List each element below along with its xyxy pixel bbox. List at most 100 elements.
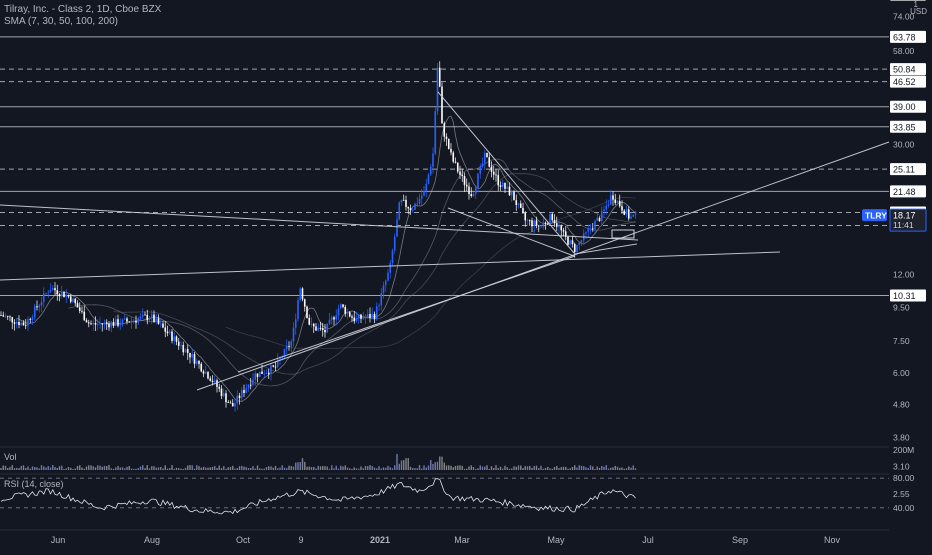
candle-body — [531, 220, 533, 226]
candle-body — [171, 332, 173, 341]
candle-body — [65, 295, 67, 297]
candle-body — [245, 388, 247, 393]
candle-body — [14, 322, 16, 323]
candle-body — [207, 372, 209, 378]
volume-bar — [405, 458, 406, 470]
candle-body — [272, 365, 274, 366]
volume-bar — [257, 466, 258, 470]
candle-body — [603, 209, 605, 211]
candle-body — [464, 176, 466, 185]
volume-bar — [97, 465, 98, 470]
candle-body — [389, 263, 391, 273]
candle-body — [594, 221, 596, 229]
candle-body — [362, 318, 364, 319]
volume-bar — [516, 467, 517, 470]
candle-body — [29, 319, 31, 320]
candle-body — [99, 324, 101, 325]
candle-body — [38, 305, 40, 307]
volume-bar — [329, 469, 330, 470]
candle-body — [77, 303, 79, 307]
volume-bar — [473, 467, 474, 470]
volume-bar — [212, 467, 213, 470]
volume-bar — [248, 468, 249, 470]
price-tick: 6.00 — [893, 368, 910, 378]
symbol-title: Tilray, Inc. - Class 2, 1D, Cboe BZX — [4, 4, 161, 15]
volume-bar — [570, 468, 571, 470]
volume-bar — [288, 466, 289, 470]
candle-body — [225, 393, 227, 402]
volume-bar — [603, 467, 604, 470]
candle-body — [101, 324, 103, 325]
volume-bar — [156, 468, 157, 470]
time-tick: Jul — [642, 535, 654, 545]
candle-body — [621, 206, 623, 210]
volume-bar — [482, 467, 483, 470]
volume-bar — [430, 460, 431, 470]
volume-bar — [232, 466, 233, 470]
candle-body — [610, 195, 612, 204]
volume-bar — [36, 467, 37, 470]
candle-body — [554, 220, 556, 223]
candle-body — [392, 250, 394, 262]
volume-bar — [390, 467, 391, 470]
candle-body — [203, 371, 205, 373]
volume-bar — [144, 468, 145, 470]
volume-bar — [239, 466, 240, 470]
volume-bar — [102, 467, 103, 470]
volume-bar — [41, 465, 42, 470]
candle-body — [344, 307, 346, 314]
time-tick: Oct — [236, 535, 251, 545]
volume-bar — [52, 465, 53, 470]
volume-bar — [444, 463, 445, 470]
volume-bar — [169, 468, 170, 470]
candle-body — [297, 300, 299, 319]
candle-body — [239, 396, 241, 398]
volume-bar — [599, 468, 600, 470]
volume-bar — [495, 465, 496, 470]
volume-bar — [7, 468, 8, 470]
candle-body — [473, 194, 475, 196]
volume-bar — [318, 466, 319, 470]
volume-bar — [520, 466, 521, 470]
level-label: 46.52 — [893, 77, 916, 87]
candle-body — [311, 324, 313, 325]
candle-body — [324, 330, 326, 332]
volume-bar — [14, 468, 15, 470]
volume-bar — [0, 468, 1, 470]
candle-body — [32, 317, 34, 320]
candle-body — [578, 243, 580, 245]
volume-bar — [396, 454, 397, 470]
candle-body — [574, 244, 576, 252]
volume-bar — [66, 468, 67, 470]
volume-bar — [432, 464, 433, 470]
candle-body — [135, 321, 137, 323]
candle-body — [41, 302, 43, 305]
volume-bar — [133, 469, 134, 470]
candle-body — [61, 292, 63, 296]
volume-bar — [333, 468, 334, 470]
volume-bar — [147, 465, 148, 470]
candle-body — [110, 322, 112, 327]
candle-body — [524, 213, 526, 220]
candle-body — [25, 325, 27, 326]
candle-body — [74, 299, 76, 303]
volume-bar — [558, 468, 559, 470]
candle-body — [180, 345, 182, 346]
volume-bar — [446, 465, 447, 470]
candle-body — [167, 332, 169, 333]
candle-body — [529, 220, 531, 221]
volume-bar — [450, 466, 451, 470]
candle-body — [122, 320, 124, 325]
candle-body — [223, 393, 225, 396]
candle-body — [191, 354, 193, 357]
candle-body — [288, 346, 290, 347]
volume-bar — [500, 467, 501, 470]
volume-bar — [72, 469, 73, 470]
indicator-legend[interactable]: SMA (7, 30, 50, 100, 200) — [4, 16, 118, 27]
candle-body — [113, 322, 115, 326]
candle-body — [169, 332, 171, 334]
volume-bar — [561, 467, 562, 470]
volume-bar — [491, 466, 492, 470]
candle-body — [128, 321, 130, 322]
